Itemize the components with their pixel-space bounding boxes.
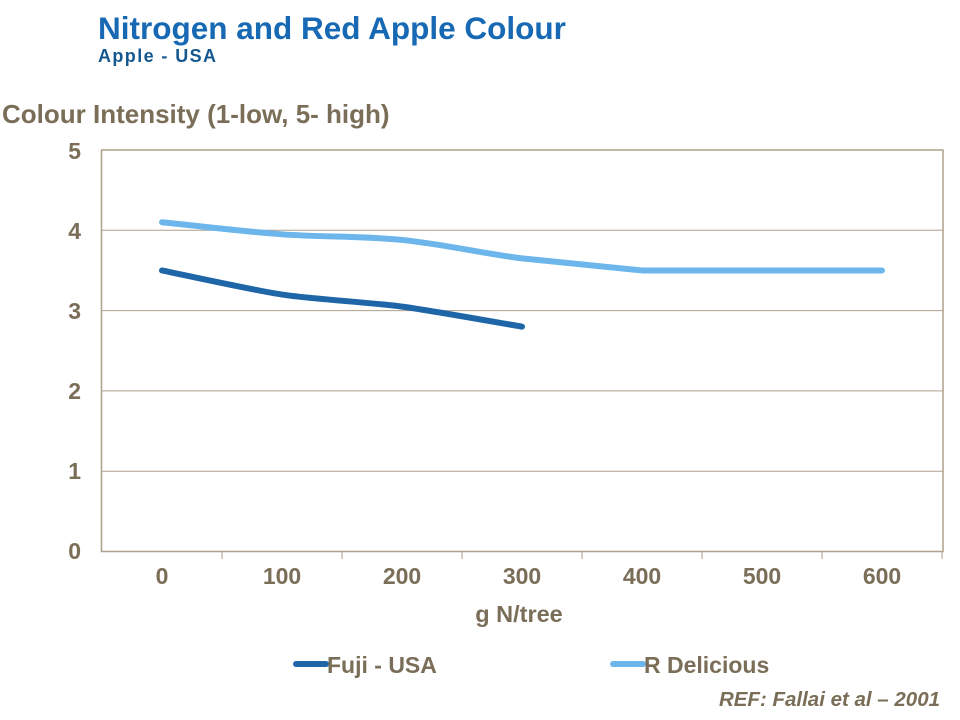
svg-text:0: 0	[68, 538, 81, 564]
svg-text:REF: Fallai et al – 2001: REF: Fallai et al – 2001	[719, 688, 940, 711]
svg-text:200: 200	[383, 563, 421, 589]
svg-text:R Delicious: R Delicious	[644, 652, 769, 678]
svg-text:400: 400	[623, 563, 661, 589]
svg-text:g N/tree: g N/tree	[475, 601, 563, 627]
svg-text:0: 0	[156, 563, 169, 589]
svg-text:3: 3	[68, 298, 81, 324]
svg-text:100: 100	[263, 563, 301, 589]
svg-text:600: 600	[863, 563, 901, 589]
svg-text:5: 5	[68, 138, 81, 164]
svg-text:Fuji - USA: Fuji - USA	[327, 652, 437, 678]
svg-text:2: 2	[68, 378, 81, 404]
svg-text:500: 500	[743, 563, 781, 589]
svg-text:300: 300	[503, 563, 541, 589]
svg-text:1: 1	[68, 458, 81, 484]
svg-text:4: 4	[68, 218, 81, 244]
